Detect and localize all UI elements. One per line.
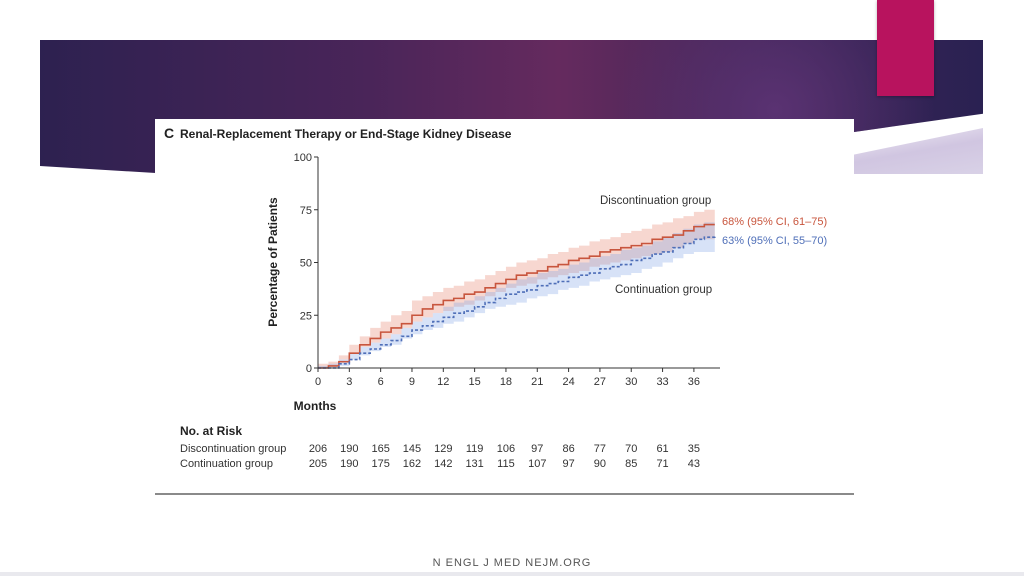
at-risk-value: 190 bbox=[340, 443, 358, 455]
figure-panel: C Renal-Replacement Therapy or End-Stage… bbox=[155, 119, 854, 495]
bottom-bar bbox=[0, 572, 1024, 576]
continuation-annotation: Continuation group bbox=[615, 284, 712, 296]
at-risk-value: 115 bbox=[497, 458, 515, 470]
y-tick-label: 75 bbox=[300, 205, 312, 217]
at-risk-row-label: Discontinuation group bbox=[180, 443, 286, 455]
at-risk-value: 107 bbox=[528, 458, 546, 470]
at-risk-value: 119 bbox=[466, 443, 484, 455]
x-tick-label: 27 bbox=[594, 376, 606, 388]
at-risk-value: 129 bbox=[434, 443, 452, 455]
at-risk-value: 142 bbox=[434, 458, 452, 470]
at-risk-value: 97 bbox=[562, 458, 574, 470]
chart-title: Renal-Replacement Therapy or End-Stage K… bbox=[180, 127, 512, 141]
at-risk-value: 131 bbox=[465, 458, 483, 470]
at-risk-value: 145 bbox=[403, 443, 421, 455]
discontinuation-line bbox=[318, 223, 715, 369]
at-risk-value: 85 bbox=[625, 458, 637, 470]
discontinuation-end-label: 68% (95% CI, 61–75) bbox=[722, 216, 827, 228]
continuation-end-label: 63% (95% CI, 55–70) bbox=[722, 235, 827, 247]
y-tick-label: 0 bbox=[306, 363, 312, 375]
km-chart: C Renal-Replacement Therapy or End-Stage… bbox=[164, 125, 827, 470]
x-tick-label: 24 bbox=[562, 376, 574, 388]
at-risk-row-label: Continuation group bbox=[180, 458, 273, 470]
slide-footer: N ENGL J MED NEJM.ORG bbox=[432, 557, 592, 567]
x-tick-label: 30 bbox=[625, 376, 637, 388]
at-risk-value: 61 bbox=[656, 443, 668, 455]
x-tick-label: 9 bbox=[409, 376, 415, 388]
continuation-line bbox=[318, 235, 716, 369]
x-tick-label: 3 bbox=[346, 376, 352, 388]
discontinuation-annotation: Discontinuation group bbox=[600, 195, 711, 207]
y-tick-label: 100 bbox=[294, 152, 312, 164]
panel-letter: C bbox=[164, 125, 174, 141]
x-tick-label: 6 bbox=[378, 376, 384, 388]
at-risk-title: No. at Risk bbox=[180, 424, 242, 438]
at-risk-value: 190 bbox=[340, 458, 358, 470]
at-risk-value: 97 bbox=[531, 443, 543, 455]
x-tick-label: 0 bbox=[315, 376, 321, 388]
at-risk-value: 205 bbox=[309, 458, 327, 470]
at-risk-value: 43 bbox=[688, 458, 700, 470]
at-risk-value: 106 bbox=[497, 443, 515, 455]
x-tick-label: 36 bbox=[688, 376, 700, 388]
at-risk-value: 165 bbox=[371, 443, 389, 455]
at-risk-value: 162 bbox=[403, 458, 421, 470]
at-risk-value: 206 bbox=[309, 443, 327, 455]
at-risk-value: 71 bbox=[656, 458, 668, 470]
x-tick-label: 12 bbox=[437, 376, 449, 388]
y-tick-label: 25 bbox=[300, 310, 312, 322]
x-axis-label: Months bbox=[294, 399, 337, 413]
x-tick-label: 18 bbox=[500, 376, 512, 388]
at-risk-value: 77 bbox=[594, 443, 606, 455]
at-risk-value: 86 bbox=[562, 443, 574, 455]
x-tick-label: 21 bbox=[531, 376, 543, 388]
y-axis-label: Percentage of Patients bbox=[266, 197, 280, 327]
at-risk-value: 35 bbox=[688, 443, 700, 455]
at-risk-value: 70 bbox=[625, 443, 637, 455]
at-risk-value: 175 bbox=[371, 458, 389, 470]
x-tick-label: 15 bbox=[468, 376, 480, 388]
accent-tab bbox=[877, 0, 934, 96]
x-tick-label: 33 bbox=[656, 376, 668, 388]
y-tick-label: 50 bbox=[300, 258, 312, 270]
at-risk-value: 90 bbox=[594, 458, 606, 470]
